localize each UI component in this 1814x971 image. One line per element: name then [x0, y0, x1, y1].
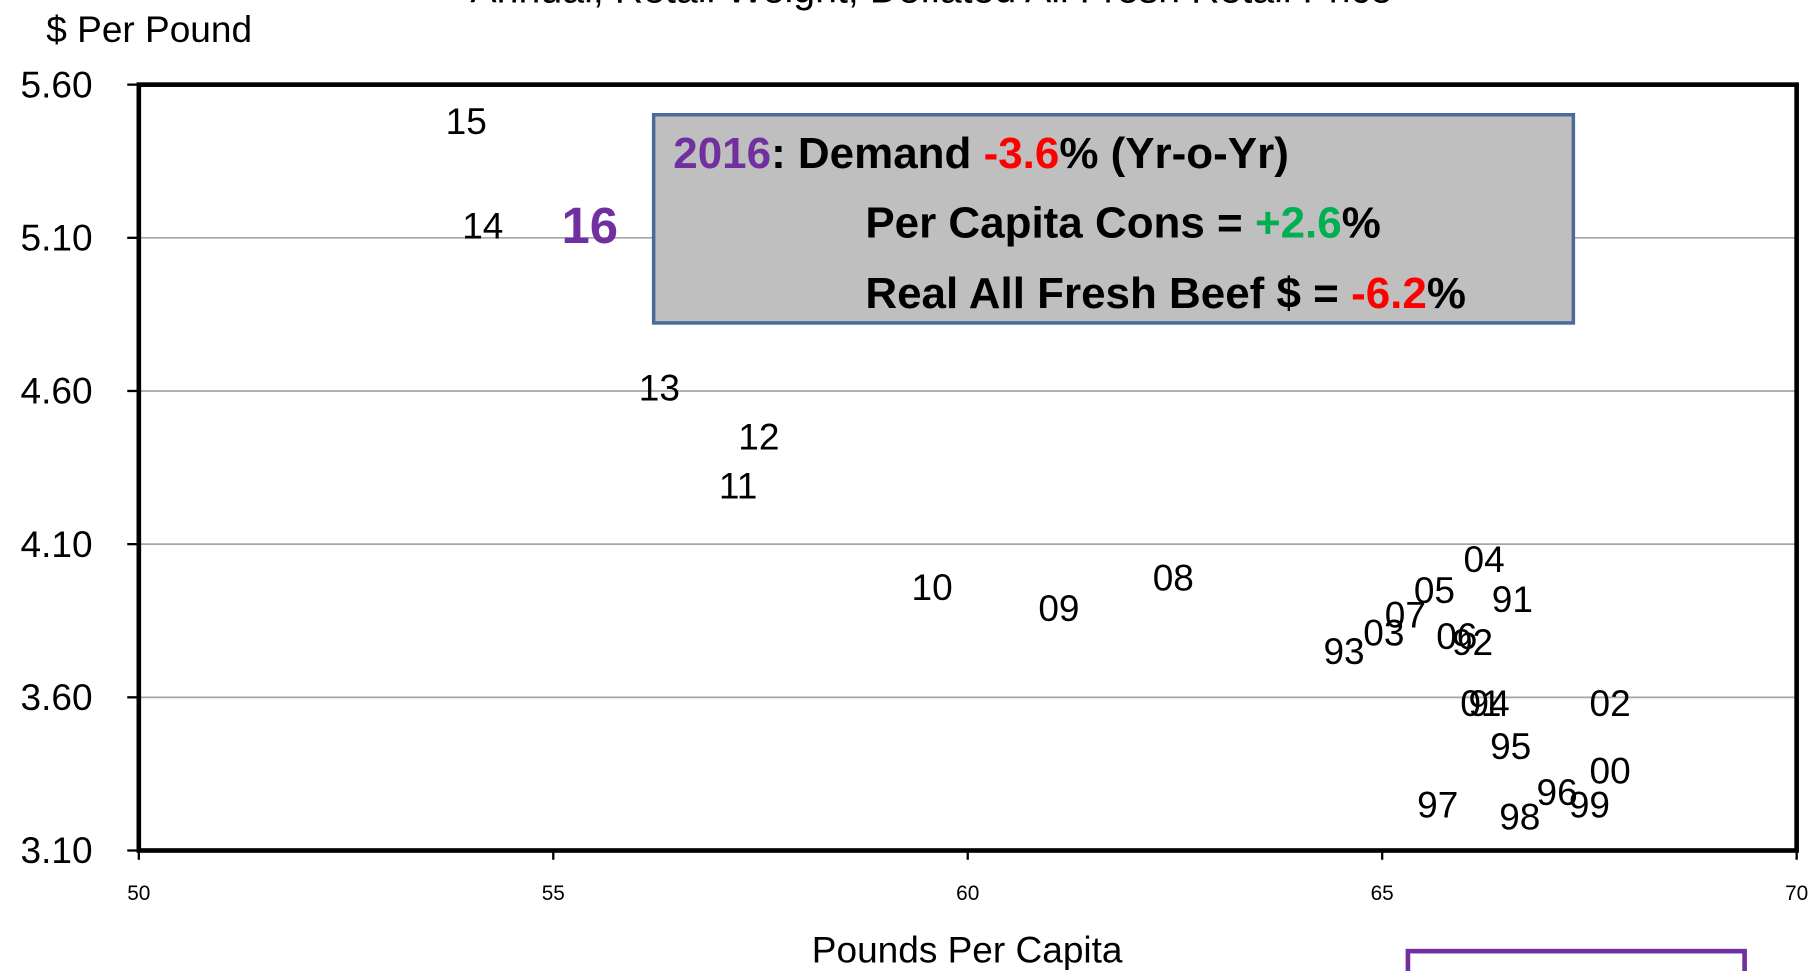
- annotation-segment: Real All Fresh Beef $ =: [865, 269, 1351, 318]
- annotation-box: [651, 112, 1576, 325]
- annotation-segment: -6.2: [1351, 269, 1427, 318]
- annotation-line: Real All Fresh Beef $ = -6.2%: [865, 269, 1466, 318]
- point-label: 12: [738, 416, 779, 458]
- point-label: 09: [1038, 587, 1079, 629]
- point-label: 99: [1569, 783, 1610, 825]
- annotation-segment: % (Yr-o-Yr): [1059, 129, 1289, 178]
- point-label: 91: [1492, 578, 1533, 620]
- point-label: 08: [1153, 557, 1194, 599]
- point-label: 14: [462, 204, 503, 246]
- chart-title: Annual, Retail Weight, Deflated All Fres…: [470, 0, 1392, 11]
- point-label: 02: [1590, 682, 1631, 724]
- annotation-segment: : Demand: [771, 129, 983, 178]
- y-tick-label: 3.10: [21, 829, 93, 871]
- y-tick-label: 3.60: [21, 676, 93, 718]
- point-label: 92: [1452, 621, 1493, 663]
- point-label: 00: [1590, 750, 1631, 792]
- point-label: 95: [1490, 725, 1531, 767]
- point-label: 93: [1323, 630, 1364, 672]
- point-label: 98: [1499, 796, 1540, 838]
- annotation-segment: 2016: [673, 129, 771, 178]
- x-tick-label: 55: [542, 882, 565, 905]
- y-tick-label: 5.60: [21, 63, 93, 105]
- x-axis-label: Pounds Per Capita: [812, 929, 1123, 971]
- point-label: 04: [1464, 538, 1505, 580]
- highlight-point: 16: [561, 197, 618, 254]
- annotation-line: 2016: Demand -3.6% (Yr-o-Yr): [673, 129, 1289, 178]
- x-tick-label: 50: [127, 882, 150, 905]
- point-label: 96: [1536, 771, 1577, 813]
- point-label: 10: [911, 566, 952, 608]
- x-tick-label: 70: [1785, 882, 1808, 905]
- corner-box: [1405, 948, 1747, 971]
- point-label: 15: [446, 100, 487, 142]
- point-label: 97: [1417, 783, 1458, 825]
- plot-border: [136, 82, 1799, 853]
- annotation-line: Per Capita Cons = +2.6%: [865, 198, 1380, 247]
- x-tick-label: 65: [1371, 882, 1394, 905]
- y-tick-label: 4.60: [21, 370, 93, 412]
- y-tick-label: 5.10: [21, 217, 93, 259]
- annotation-segment: %: [1427, 269, 1466, 318]
- annotation-segment: -3.6: [984, 129, 1060, 178]
- point-label: 05: [1414, 569, 1455, 611]
- annotation-segment: Per Capita Cons =: [865, 198, 1255, 247]
- point-label: 94: [1469, 682, 1510, 724]
- point-label: 11: [719, 465, 757, 507]
- annotation-segment: %: [1342, 198, 1381, 247]
- point-label: 13: [639, 367, 680, 409]
- y-tick-label: 4.10: [21, 523, 93, 565]
- y-axis-label: $ Per Pound: [46, 8, 252, 50]
- point-label: 01: [1460, 682, 1501, 724]
- point-label: 03: [1363, 612, 1404, 654]
- annotation-segment: +2.6: [1255, 198, 1342, 247]
- x-tick-label: 60: [956, 882, 979, 905]
- point-label: 07: [1385, 593, 1426, 635]
- point-label: 06: [1436, 615, 1477, 657]
